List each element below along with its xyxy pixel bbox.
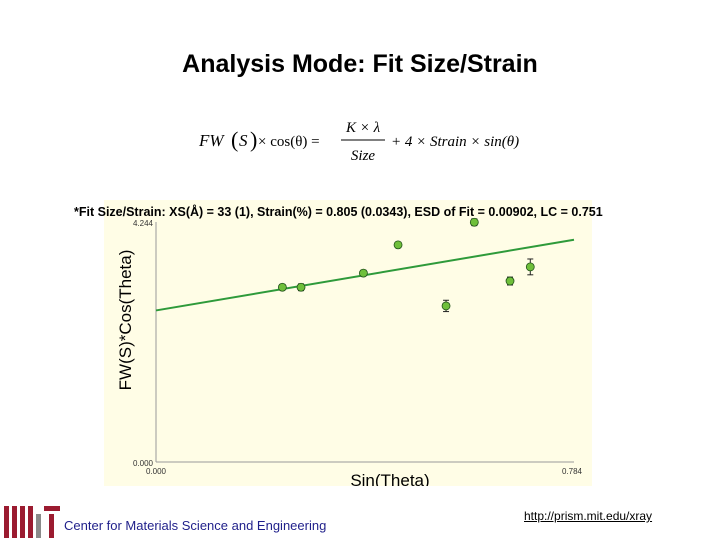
data-point [393, 240, 403, 250]
data-point [277, 282, 287, 292]
mit-logo [4, 506, 60, 538]
data-point [469, 217, 479, 227]
equation-cos-theta: × cos(θ) = [258, 134, 320, 150]
data-point-marker [393, 240, 403, 250]
equation-fw: FW [198, 131, 225, 150]
data-point-marker [296, 282, 306, 292]
x-axis-label: Sin(Theta) [350, 471, 429, 486]
y-tick-label-max: 4.244 [133, 219, 154, 228]
fit-equation: FW ( S ) × cos(θ) = K × λ Size + 4 × Str… [198, 120, 519, 164]
data-point [441, 299, 451, 313]
chart: 4.244 0.000 0.000 0.784 Sin(Theta) FW(S)… [104, 200, 592, 486]
data-point [296, 282, 306, 292]
data-point-marker [277, 282, 287, 292]
equation-numerator: K × λ [345, 120, 381, 136]
org-name: Center for Materials Science and Enginee… [64, 518, 327, 533]
equation-paren-open: ( [231, 127, 238, 152]
slide-title: Analysis Mode: Fit Size/Strain [182, 50, 538, 78]
data-point-marker [469, 217, 479, 227]
data-point-marker [359, 268, 368, 278]
equation-strain-term: + 4 × Strain × sin(θ) [391, 134, 519, 150]
plot-background [104, 200, 592, 486]
equation-denominator: Size [351, 148, 376, 164]
fit-result-text: *Fit Size/Strain: XS(Å) = 33 (1), Strain… [74, 205, 603, 219]
data-point-marker [525, 262, 535, 272]
y-axis-label: FW(S)*Cos(Theta) [116, 250, 135, 391]
footer-url-link[interactable]: http://prism.mit.edu/xray [524, 509, 653, 523]
data-point-marker [505, 276, 515, 286]
equation-s: S [239, 131, 248, 150]
x-tick-label-max: 0.784 [562, 467, 583, 476]
x-tick-label-min: 0.000 [146, 467, 167, 476]
data-point [525, 258, 535, 276]
data-point [505, 276, 515, 286]
y-tick-label-min: 0.000 [133, 459, 154, 468]
data-point [359, 268, 368, 278]
data-point-marker [441, 301, 451, 311]
equation-paren-close: ) [250, 127, 257, 152]
